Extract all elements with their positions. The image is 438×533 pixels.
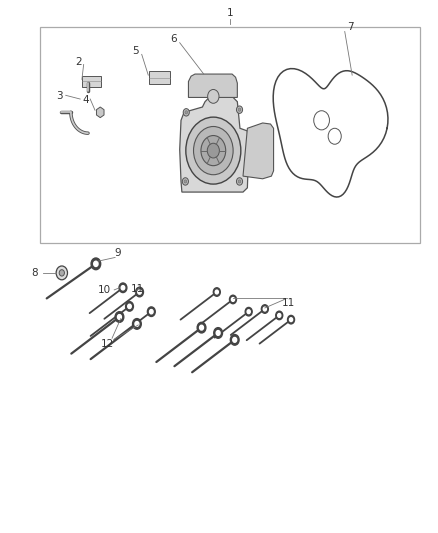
- Circle shape: [185, 111, 187, 114]
- Circle shape: [263, 307, 266, 311]
- Bar: [40, 27, 420, 243]
- Polygon shape: [188, 74, 237, 98]
- Bar: [82, 76, 101, 87]
- Circle shape: [233, 337, 237, 342]
- Polygon shape: [180, 96, 249, 192]
- Circle shape: [135, 321, 139, 326]
- Circle shape: [194, 126, 233, 175]
- Text: 2: 2: [75, 57, 82, 67]
- Circle shape: [121, 286, 125, 290]
- Circle shape: [261, 305, 268, 313]
- Text: 12: 12: [101, 338, 114, 349]
- Circle shape: [201, 135, 226, 166]
- Circle shape: [214, 328, 223, 338]
- Circle shape: [237, 106, 243, 114]
- Circle shape: [59, 270, 64, 276]
- Circle shape: [288, 316, 294, 324]
- Circle shape: [238, 180, 241, 183]
- Circle shape: [197, 322, 206, 333]
- Circle shape: [182, 177, 188, 185]
- Text: 10: 10: [98, 285, 111, 295]
- Circle shape: [115, 312, 124, 322]
- Circle shape: [216, 330, 220, 335]
- Circle shape: [119, 283, 127, 293]
- Text: 9: 9: [114, 248, 121, 258]
- Circle shape: [278, 313, 281, 317]
- Text: 8: 8: [32, 268, 38, 278]
- Circle shape: [138, 290, 141, 294]
- Circle shape: [148, 307, 155, 317]
- Text: 7: 7: [346, 22, 353, 33]
- Circle shape: [207, 143, 219, 158]
- Bar: [149, 71, 170, 84]
- Circle shape: [237, 177, 243, 185]
- Circle shape: [276, 311, 283, 320]
- Text: 6: 6: [170, 34, 177, 44]
- Circle shape: [184, 180, 187, 183]
- Circle shape: [215, 290, 219, 294]
- Text: 11: 11: [282, 297, 296, 308]
- Circle shape: [183, 109, 189, 116]
- Text: 3: 3: [57, 91, 63, 101]
- Circle shape: [56, 266, 67, 280]
- Circle shape: [186, 117, 241, 184]
- Circle shape: [208, 90, 219, 103]
- Circle shape: [230, 335, 239, 345]
- Polygon shape: [243, 123, 274, 179]
- Text: 1: 1: [226, 8, 233, 18]
- Circle shape: [238, 108, 241, 111]
- Circle shape: [133, 319, 141, 329]
- Circle shape: [136, 287, 144, 297]
- Circle shape: [200, 325, 204, 330]
- Text: 11: 11: [131, 284, 144, 294]
- Circle shape: [149, 310, 153, 314]
- Circle shape: [247, 310, 250, 313]
- Text: 5: 5: [132, 46, 138, 56]
- Circle shape: [245, 308, 252, 316]
- Circle shape: [91, 258, 101, 270]
- Circle shape: [213, 288, 220, 296]
- Circle shape: [117, 314, 121, 319]
- Circle shape: [94, 261, 98, 266]
- Circle shape: [230, 295, 237, 304]
- Circle shape: [231, 297, 234, 301]
- Text: 4: 4: [82, 95, 89, 105]
- Circle shape: [128, 304, 131, 309]
- Circle shape: [290, 318, 293, 321]
- Circle shape: [126, 302, 134, 311]
